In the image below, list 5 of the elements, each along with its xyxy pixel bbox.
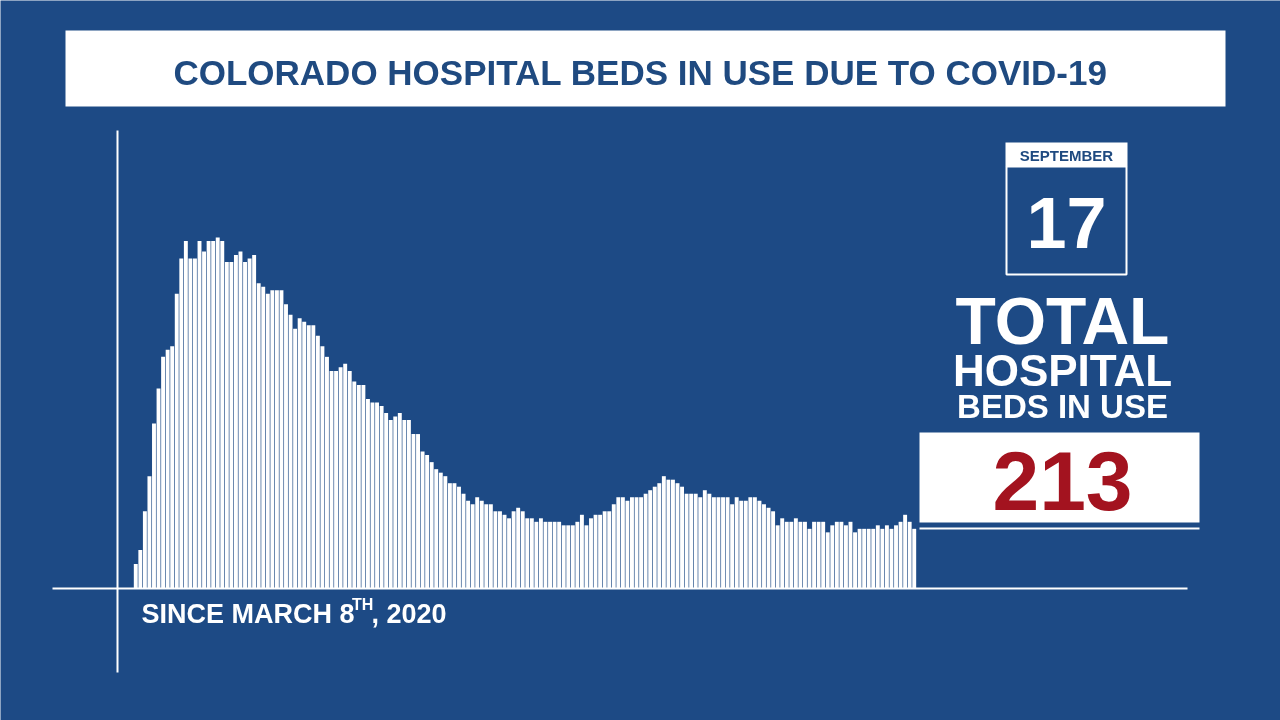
- text: 17: [1026, 182, 1107, 263]
- text: SEPTEMBER: [1019, 147, 1114, 164]
- text: BEDS IN USE: [957, 388, 1168, 425]
- chart-title: COLORADO HOSPITAL BEDS IN USE DUE TO COVID-19: [173, 53, 1107, 92]
- text: 213: [992, 433, 1133, 528]
